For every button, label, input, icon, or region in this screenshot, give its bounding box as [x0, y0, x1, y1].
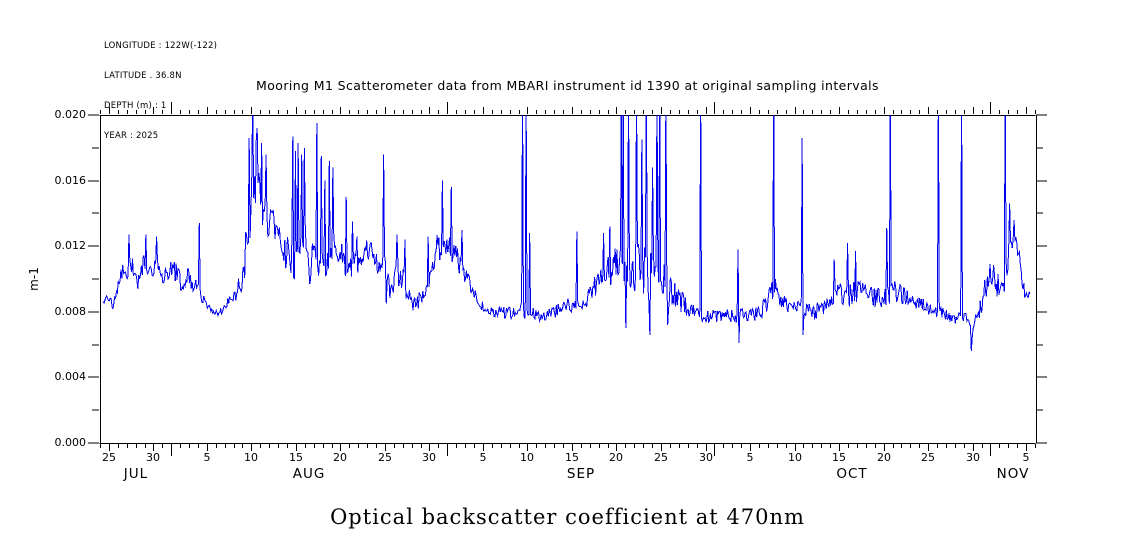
x-tick-label: 25	[102, 451, 116, 464]
x-month-label: OCT	[836, 466, 868, 482]
x-tick-label: 25	[921, 451, 935, 464]
x-tick-label: 5	[479, 451, 487, 464]
x-tick-label: 10	[788, 451, 802, 464]
x-tick-label: 15	[832, 451, 846, 464]
x-month-label: SEP	[566, 466, 596, 482]
metadata-longitude: LONGITUDE : 122W(-122)	[104, 41, 218, 51]
x-tick-label: 15	[289, 451, 303, 464]
x-tick-label: 5	[1022, 451, 1030, 464]
x-tick-label: 30	[699, 451, 713, 464]
y-tick-label: 0.000	[54, 436, 87, 449]
station-metadata: LONGITUDE : 122W(-122) LATITUDE . 36.8N …	[104, 21, 217, 161]
plot-frame	[88, 102, 1047, 456]
x-tick-label: 20	[333, 451, 347, 464]
x-tick-label: 20	[609, 451, 623, 464]
x-tick-label: 10	[520, 451, 534, 464]
x-month-label: AUG	[292, 466, 326, 482]
x-tick-label: 15	[565, 451, 579, 464]
metadata-latitude: LATITUDE . 36.8N	[104, 71, 182, 81]
x-tick-label: 25	[378, 451, 392, 464]
x-tick-label: 10	[244, 451, 258, 464]
y-tick-label: 0.008	[54, 305, 87, 318]
y-tick-label: 0.004	[54, 370, 87, 383]
x-tick-label: 5	[203, 451, 211, 464]
chart-caption: Optical backscatter coefficient at 470nm	[330, 505, 805, 529]
x-tick-label: 25	[654, 451, 668, 464]
x-tick-label: 30	[422, 451, 436, 464]
x-tick-label: 5	[746, 451, 754, 464]
y-tick-label: 0.012	[54, 239, 87, 252]
data-line	[102, 115, 1031, 352]
y-tick-label: 0.020	[54, 108, 87, 121]
metadata-year: YEAR : 2025	[104, 131, 159, 141]
metadata-depth: DEPTH (m) : 1	[104, 101, 167, 111]
chart-title: Mooring M1 Scatterometer data from MBARI…	[256, 78, 879, 93]
x-tick-label: 30	[966, 451, 980, 464]
x-tick-label: 20	[877, 451, 891, 464]
x-month-label: NOV	[996, 466, 1030, 482]
y-tick-label: 0.016	[54, 174, 87, 187]
x-month-label: JUL	[123, 466, 149, 482]
x-tick-label: 30	[146, 451, 160, 464]
